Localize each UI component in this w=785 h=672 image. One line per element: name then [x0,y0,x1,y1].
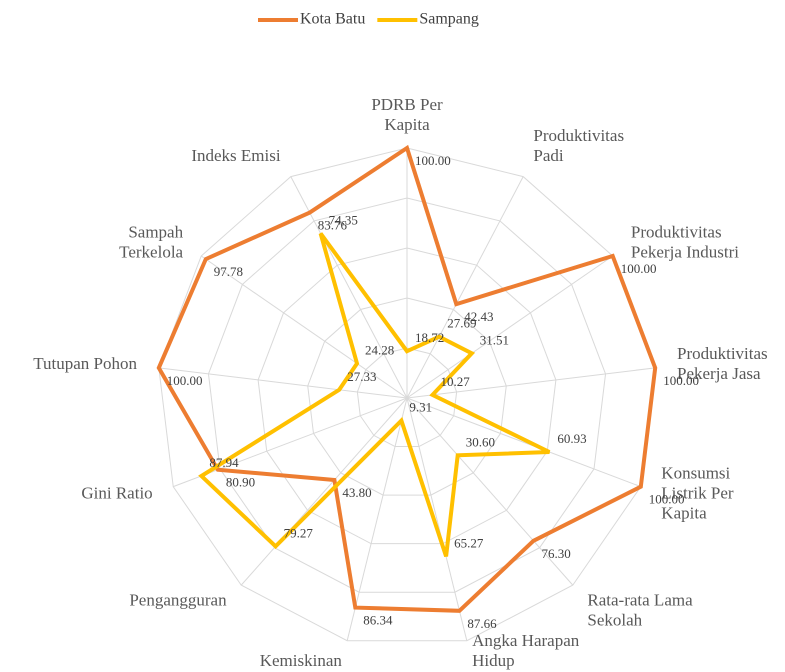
data-label: 86.34 [363,613,393,628]
spoke [173,397,408,488]
data-label: 27.33 [347,369,376,384]
data-label: 87.66 [467,616,497,631]
category-label: Indeks Emisi [191,146,281,165]
data-label: 65.27 [454,535,484,550]
data-label: 10.27 [441,374,471,389]
data-label: 100.00 [415,153,451,168]
data-label: 100.00 [621,261,657,276]
spoke [290,176,408,399]
data-label: 100.00 [167,373,203,388]
spoke [406,176,524,399]
data-label: 80.90 [226,475,255,490]
spoke [346,397,408,641]
category-label: Pengangguran [129,591,227,610]
data-label: 27.69 [447,316,476,331]
category-label: Produktivitas Padi [533,126,624,165]
data-label: 76.30 [542,546,571,561]
data-label: 43.80 [342,485,371,500]
data-label: 87.94 [209,455,239,470]
data-label: 30.60 [466,434,495,449]
series-line [198,232,551,558]
spoke [158,367,408,399]
data-label: 31.51 [480,332,509,347]
grid-ring [257,247,557,545]
data-label: 79.27 [284,525,314,540]
data-label: 83.76 [318,218,348,233]
data-label: 18.72 [415,330,444,345]
spoke [406,367,656,399]
legend-label: Sampang [419,11,479,28]
data-label: 100.00 [663,373,699,388]
legend: Kota Batu Sampang [258,11,479,28]
category-label: Rata-rata Lama Sekolah [587,591,693,630]
data-label: 24.28 [365,342,394,357]
spoke [240,397,408,586]
data-label: 42.43 [464,309,493,324]
category-label: Angka Harapan Hidup [472,631,580,670]
spoke [406,397,641,488]
category-label: Tutupan Pohon [33,354,137,373]
category-label: Kemiskinan [260,651,343,670]
data-label: 9.31 [409,400,432,415]
legend-label: Kota Batu [300,11,365,28]
data-label: 60.93 [557,431,586,446]
spoke [406,397,468,641]
series-line [156,144,658,613]
spoke [200,255,408,399]
spoke [406,397,574,586]
spoke [406,255,614,399]
category-label: Konsumsi Listrik Per Kapita [661,463,734,522]
category-label: PDRB Per Kapita [371,95,443,134]
grid-ring [207,197,607,593]
grid-ring [356,347,458,448]
category-label: Gini Ratio [81,483,152,502]
category-label: Produktivitas Pekerja Jasa [677,344,768,383]
data-label: 74.35 [329,212,358,227]
data-label: 97.78 [214,264,243,279]
category-label: Produktivitas Pekerja Industri [631,222,739,261]
grid-ring [307,297,507,496]
data-label: 100.00 [649,492,685,507]
category-label: Sampah Terkelola [119,222,183,261]
